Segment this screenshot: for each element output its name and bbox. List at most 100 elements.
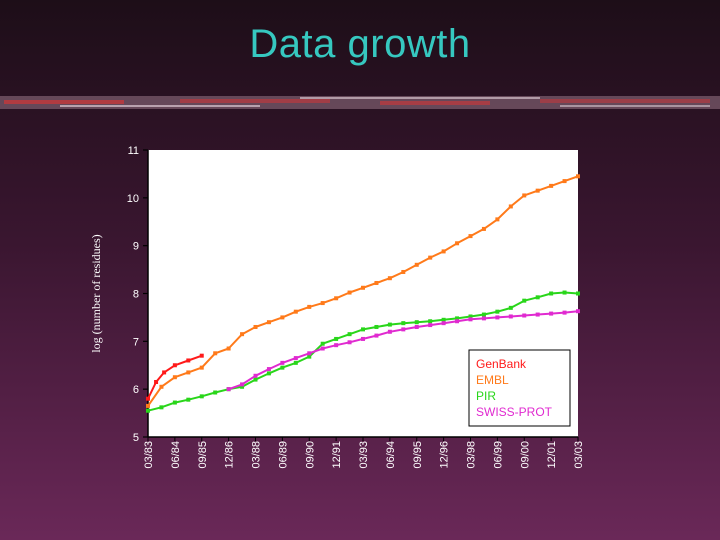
data-point-embl	[213, 351, 218, 356]
data-point-pir	[307, 354, 312, 359]
data-point-swiss-prot	[387, 329, 392, 334]
data-point-embl	[414, 262, 419, 267]
data-point-swiss-prot	[347, 340, 352, 345]
x-tick-label: 06/94	[385, 441, 397, 469]
x-axis: 03/83 06/84 09/85 12/86 03/88 06/89 09/90 12/91…	[143, 436, 585, 469]
data-point-pir	[468, 314, 473, 319]
legend: GenBank EMBL PIR SWISS-PROT	[468, 349, 571, 427]
x-tick-label: 09/90	[304, 441, 316, 469]
data-point-embl	[146, 403, 150, 408]
legend-entry: EMBL	[476, 373, 509, 387]
data-point-embl	[468, 234, 473, 239]
data-point-embl	[508, 204, 513, 209]
data-point-pir	[361, 327, 365, 332]
data-point-swiss-prot	[522, 313, 527, 318]
y-tick-label: 8	[133, 289, 139, 301]
data-point-embl	[401, 269, 406, 274]
data-point-embl	[428, 255, 433, 260]
data-point-embl	[293, 309, 298, 314]
data-point-swiss-prot	[266, 367, 271, 372]
data-point-swiss-prot	[280, 360, 285, 365]
y-tick-label: 9	[133, 241, 139, 253]
x-tick-label: 12/96	[439, 441, 451, 469]
data-point-pir	[334, 336, 339, 341]
data-point-pir	[535, 295, 540, 300]
data-point-swiss-prot	[414, 324, 419, 329]
data-point-swiss-prot	[441, 321, 446, 326]
data-point-embl	[374, 280, 379, 285]
data-point-embl	[576, 174, 580, 179]
data-point-swiss-prot	[240, 382, 245, 387]
data-point-pir	[172, 400, 177, 405]
data-point-pir	[240, 384, 245, 389]
data-point-pir	[387, 322, 392, 327]
data-point-pir	[455, 316, 460, 321]
data-point-embl	[307, 304, 312, 309]
data-point-embl	[495, 217, 500, 222]
data-point-embl	[481, 226, 486, 231]
data-point-pir	[441, 317, 446, 322]
data-point-swiss-prot	[562, 310, 567, 315]
data-point-embl	[549, 183, 554, 188]
data-point-swiss-prot	[293, 356, 298, 361]
data-point-genbank	[172, 363, 177, 368]
data-point-swiss-prot	[508, 314, 513, 319]
data-point-pir	[320, 341, 325, 346]
data-point-embl	[334, 296, 339, 301]
data-point-swiss-prot	[495, 315, 500, 320]
data-point-embl	[535, 188, 540, 193]
data-point-pir	[186, 397, 191, 402]
data-point-embl	[159, 384, 164, 389]
data-point-pir	[280, 365, 285, 370]
series-line-genbank	[147, 354, 203, 400]
data-point-genbank	[186, 358, 191, 363]
x-tick-label: 03/83	[143, 441, 155, 469]
data-point-genbank	[199, 353, 204, 358]
y-tick-label: 7	[133, 336, 139, 348]
data-point-pir	[508, 305, 513, 310]
x-tick-label: 03/03	[573, 441, 585, 469]
data-point-embl	[199, 365, 204, 370]
data-point-pir	[481, 312, 486, 317]
data-point-pir	[266, 371, 271, 376]
data-point-swiss-prot	[361, 336, 365, 341]
legend-entry: GenBank	[476, 357, 527, 371]
data-point-swiss-prot	[428, 323, 433, 328]
data-point-swiss-prot	[455, 319, 460, 324]
x-tick-label: 09/85	[197, 441, 209, 469]
slide-title: Data growth	[249, 22, 471, 66]
data-point-embl	[361, 285, 365, 290]
y-axis-label: log (number of residues)	[89, 234, 103, 352]
data-point-embl	[562, 179, 567, 184]
x-tick-label: 03/98	[466, 441, 478, 469]
data-point-pir	[374, 324, 379, 329]
data-point-pir	[146, 408, 150, 413]
data-point-embl	[266, 320, 271, 325]
data-point-pir	[495, 309, 500, 314]
data-point-genbank	[154, 379, 159, 384]
data-point-embl	[172, 375, 177, 380]
data-point-embl	[240, 332, 245, 337]
data-point-pir	[199, 394, 204, 399]
data-point-pir	[522, 298, 527, 303]
data-point-pir	[428, 319, 433, 324]
x-tick-label: 06/89	[277, 441, 289, 469]
data-point-pir	[293, 360, 298, 365]
y-tick-label: 6	[133, 384, 139, 396]
data-point-embl	[347, 290, 352, 295]
x-tick-label: 03/93	[358, 441, 370, 469]
data-point-swiss-prot	[549, 311, 554, 316]
legend-box	[468, 349, 571, 427]
data-point-pir	[159, 405, 164, 410]
x-tick-label: 09/95	[412, 441, 424, 469]
data-point-embl	[522, 193, 527, 198]
data-point-embl	[186, 370, 191, 375]
y-tick-label: 5	[133, 432, 139, 444]
data-point-pir	[549, 291, 554, 296]
series-lines	[146, 174, 580, 413]
data-point-genbank	[146, 396, 150, 401]
data-point-swiss-prot	[226, 387, 231, 392]
data-point-embl	[253, 324, 258, 329]
data-point-swiss-prot	[374, 333, 379, 338]
